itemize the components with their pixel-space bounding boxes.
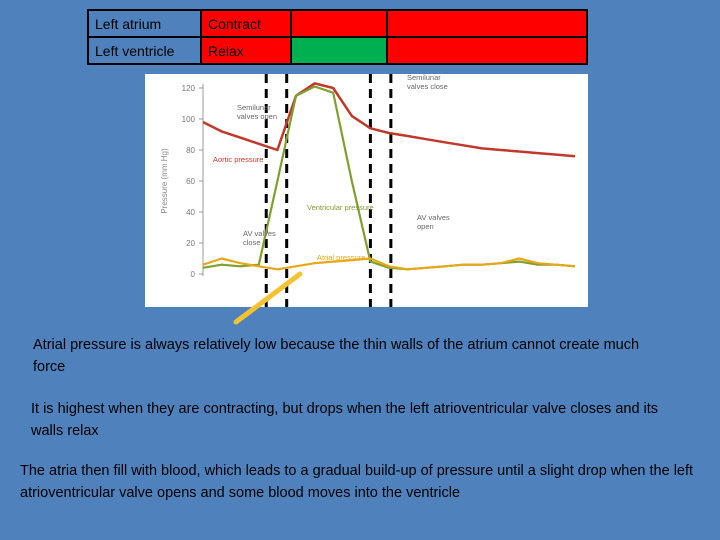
y-tick-label-6: 120: [182, 84, 196, 93]
annotation-av-open-line-1: AV valves: [417, 213, 450, 222]
paragraph-atria-fill: The atria then fill with blood, which le…: [20, 463, 694, 501]
phase-row-ventricle: Left ventricle Relax: [87, 36, 588, 65]
annotation-atrial-label-line-1: Atrial pressure: [317, 253, 365, 262]
annotation-semilunar-close-line-1: Semilunar: [407, 74, 441, 82]
y-tick-label-5: 100: [182, 115, 196, 124]
y-tick-label-4: 80: [186, 146, 195, 155]
paragraph-atrial-low: Atrial pressure is always relatively low…: [33, 337, 640, 375]
state-cell-atrium: Contract: [200, 9, 292, 38]
phase-cell-atrium-3: [290, 9, 388, 38]
y-tick-label-0: 0: [191, 270, 196, 279]
annotation-av-close-line-1: AV valves: [243, 229, 276, 238]
phase-table: Left atrium Contract Left ventricle Rela…: [87, 9, 588, 65]
phase-cell-ventricle-3: [290, 36, 388, 65]
annotation-semilunar-open-line-1: Semilunar: [237, 103, 271, 112]
annotation-av-open-line-2: open: [417, 222, 434, 231]
annotation-av-close-line-2: close: [243, 238, 261, 247]
phase-cell-ventricle-4: [386, 36, 588, 65]
phase-row-atrium: Left atrium Contract: [87, 9, 588, 38]
y-tick-label-2: 40: [186, 208, 195, 217]
row-label-left-atrium: Left atrium: [87, 9, 202, 38]
series-line-aortic-pressure: [202, 82, 576, 158]
annotation-ventricular-label-line-1: Ventricular pressure: [307, 203, 374, 212]
annotation-aortic-label-line-1: Aortic pressure: [213, 155, 263, 164]
y-tick-label-3: 60: [186, 177, 195, 186]
y-axis-label: Pressure (mm Hg): [160, 148, 169, 214]
phase-cell-atrium-4: [386, 9, 588, 38]
series-line-atrial-pressure: [202, 257, 576, 271]
y-tick-label-1: 20: [186, 239, 195, 248]
pressure-chart: 0 20 40 60 80 100 120 Pressure (mm Hg) Semilunar…: [145, 74, 588, 307]
annotation-semilunar-close-line-2: valves close: [407, 82, 448, 91]
state-cell-ventricle: Relax: [200, 36, 292, 65]
row-label-left-ventricle: Left ventricle: [87, 36, 202, 65]
paragraph-highest-contracting: It is highest when they are contracting,…: [31, 401, 659, 439]
annotation-semilunar-open-line-2: valves open: [237, 112, 277, 121]
series-line-ventricular-pressure: [202, 85, 576, 271]
pressure-chart-svg: 0 20 40 60 80 100 120 Pressure (mm Hg) Semilunar…: [160, 74, 576, 307]
